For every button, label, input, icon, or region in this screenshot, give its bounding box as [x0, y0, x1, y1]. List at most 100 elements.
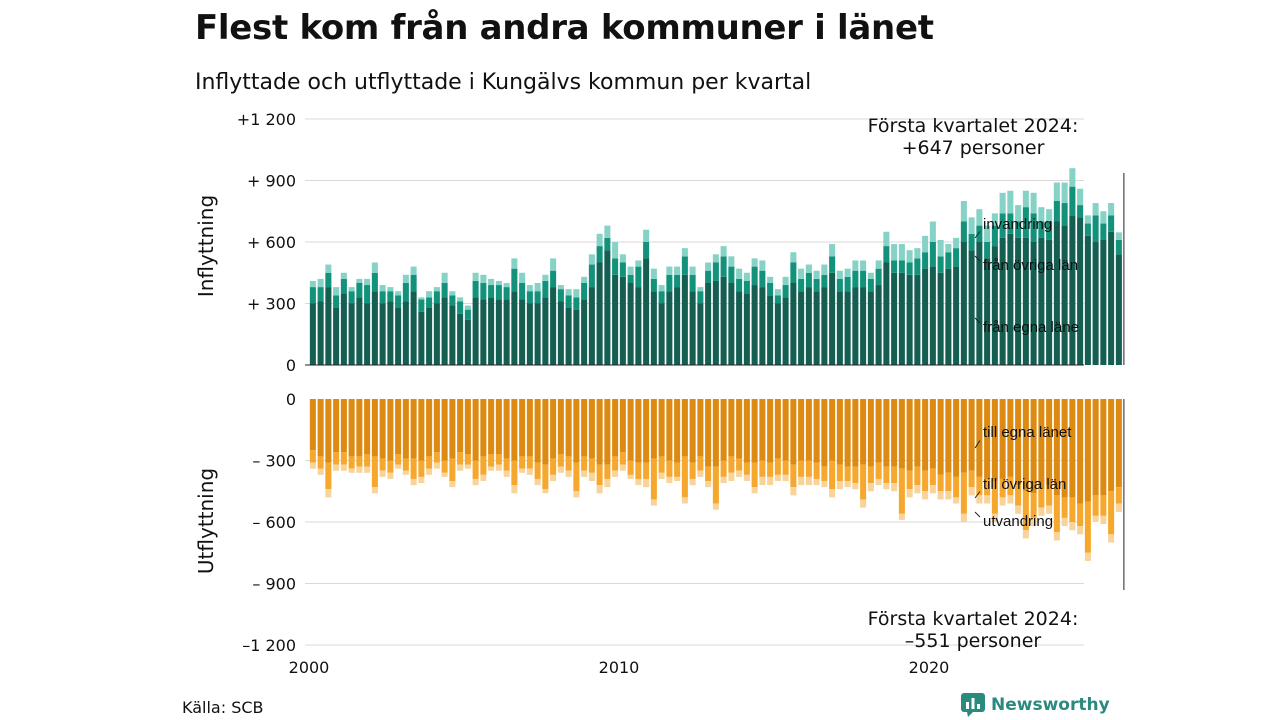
top-y-tick: 0 — [286, 356, 296, 375]
bar-in-egna-lanet — [852, 287, 859, 365]
bar-invandring — [410, 266, 417, 275]
bar-invandring — [898, 244, 905, 261]
bar-in-egna-lanet — [891, 272, 898, 365]
bar-ut-egna-lanet — [643, 399, 650, 463]
bar-in-egna-lanet — [348, 303, 355, 365]
bar-ut-ovriga-lan — [1092, 495, 1099, 516]
bar-in-egna-lanet — [728, 283, 735, 365]
bar-in-egna-lanet — [426, 307, 433, 365]
bar-ut-ovriga-lan — [790, 464, 797, 488]
bottom-y-tick: –1 200 — [242, 636, 296, 655]
bar-utvandring — [418, 476, 425, 484]
bar-utvandring — [317, 468, 324, 475]
label-utvandring-leader — [974, 511, 981, 518]
bar-ut-ovriga-lan — [565, 456, 572, 471]
bar-in-egna-lanet — [534, 303, 541, 365]
bar-in-egna-lanet — [464, 319, 471, 365]
bar-in-egna-lanet — [743, 293, 750, 365]
bar-invandring — [309, 280, 316, 288]
bar-in-ovriga-lan — [542, 280, 549, 298]
bar-ut-egna-lanet — [371, 399, 378, 457]
bottom-y-tick: – 900 — [252, 575, 296, 594]
bar-utvandring — [751, 487, 758, 494]
bar-ut-egna-lanet — [976, 399, 983, 477]
bar-ut-egna-lanet — [937, 399, 944, 475]
bar-in-egna-lanet — [1108, 231, 1115, 365]
bar-ut-ovriga-lan — [829, 460, 836, 490]
bar-in-egna-lanet — [325, 287, 332, 365]
bar-in-egna-lanet — [774, 303, 781, 365]
top-y-axis-title: Inflyttning — [194, 195, 218, 297]
bar-ut-ovriga-lan — [999, 478, 1006, 498]
bar-ut-ovriga-lan — [364, 454, 371, 467]
bar-utvandring — [1108, 534, 1115, 543]
bar-invandring — [836, 270, 843, 279]
axis-ticks: 0 + 300 + 600 + 900 +1 200 0 – 300 – 600 – 900 –1… — [237, 110, 1125, 677]
bar-invandring — [844, 268, 851, 277]
bar-in-ovriga-lan — [1038, 221, 1045, 238]
bar-in-ovriga-lan — [379, 291, 386, 304]
label-invandring: invandring — [983, 216, 1052, 233]
bottom-y-axis-title: Utflyttning — [194, 468, 218, 574]
bar-in-egna-lanet — [581, 299, 588, 365]
bar-in-ovriga-lan — [402, 283, 409, 302]
bar-in-egna-lanet — [511, 291, 518, 365]
bar-in-ovriga-lan — [309, 287, 316, 304]
bar-ut-egna-lanet — [418, 399, 425, 461]
bar-in-egna-lanet — [643, 258, 650, 365]
bar-in-egna-lanet — [402, 301, 409, 365]
bar-utvandring — [1069, 522, 1076, 531]
bar-ut-egna-lanet — [340, 399, 347, 453]
bar-ut-egna-lanet — [581, 399, 588, 457]
bar-in-ovriga-lan — [767, 283, 774, 296]
bar-in-egna-lanet — [1069, 215, 1076, 365]
newsworthy-logo[interactable]: Newsworthy — [961, 693, 1110, 717]
bar-in-ovriga-lan — [751, 266, 758, 286]
bar-in-egna-lanet — [457, 313, 464, 365]
bar-invandring — [650, 268, 657, 279]
bar-ut-egna-lanet — [395, 399, 402, 455]
bar-in-egna-lanet — [488, 297, 495, 365]
bar-invandring — [999, 192, 1006, 214]
bar-ut-egna-lanet — [860, 399, 867, 465]
bar-utvandring — [588, 472, 595, 481]
bar-ut-egna-lanet — [720, 399, 727, 461]
bar-invandring — [883, 231, 890, 247]
bar-ut-ovriga-lan — [542, 464, 549, 490]
bar-ut-egna-lanet — [573, 399, 580, 463]
bar-ut-ovriga-lan — [588, 458, 595, 473]
bar-in-ovriga-lan — [581, 283, 588, 300]
bar-ut-egna-lanet — [441, 399, 448, 461]
bar-ut-ovriga-lan — [333, 452, 340, 465]
bar-in-egna-lanet — [720, 276, 727, 365]
bar-in-egna-lanet — [557, 301, 564, 365]
bar-in-egna-lanet — [929, 266, 936, 365]
bar-in-ovriga-lan — [1092, 215, 1099, 242]
label-invandring-leader — [974, 231, 981, 239]
bar-ut-ovriga-lan — [1038, 489, 1045, 508]
bar-ut-egna-lanet — [495, 399, 502, 455]
bar-ut-egna-lanet — [379, 399, 386, 459]
bar-ut-egna-lanet — [891, 399, 898, 467]
bar-ut-egna-lanet — [526, 399, 533, 457]
bar-invandring — [968, 217, 975, 234]
bar-utvandring — [767, 476, 774, 486]
bar-ut-egna-lanet — [387, 399, 394, 461]
bar-invandring — [581, 276, 588, 283]
bar-in-ovriga-lan — [666, 274, 673, 292]
bar-ut-egna-lanet — [712, 399, 719, 467]
bar-utvandring — [968, 487, 975, 496]
bar-utvandring — [519, 468, 526, 473]
bar-ut-ovriga-lan — [1053, 495, 1060, 533]
bar-ut-egna-lanet — [697, 399, 704, 457]
bar-utvandring — [937, 491, 944, 500]
bar-in-egna-lanet — [565, 307, 572, 365]
bar-utvandring — [433, 462, 440, 469]
bar-in-ovriga-lan — [805, 272, 812, 288]
bar-ut-ovriga-lan — [813, 462, 820, 479]
bar-utvandring — [464, 464, 471, 469]
bar-in-ovriga-lan — [697, 291, 704, 304]
bar-in-egna-lanet — [340, 293, 347, 365]
bar-invandring — [798, 268, 805, 279]
bar-ut-ovriga-lan — [356, 456, 363, 467]
